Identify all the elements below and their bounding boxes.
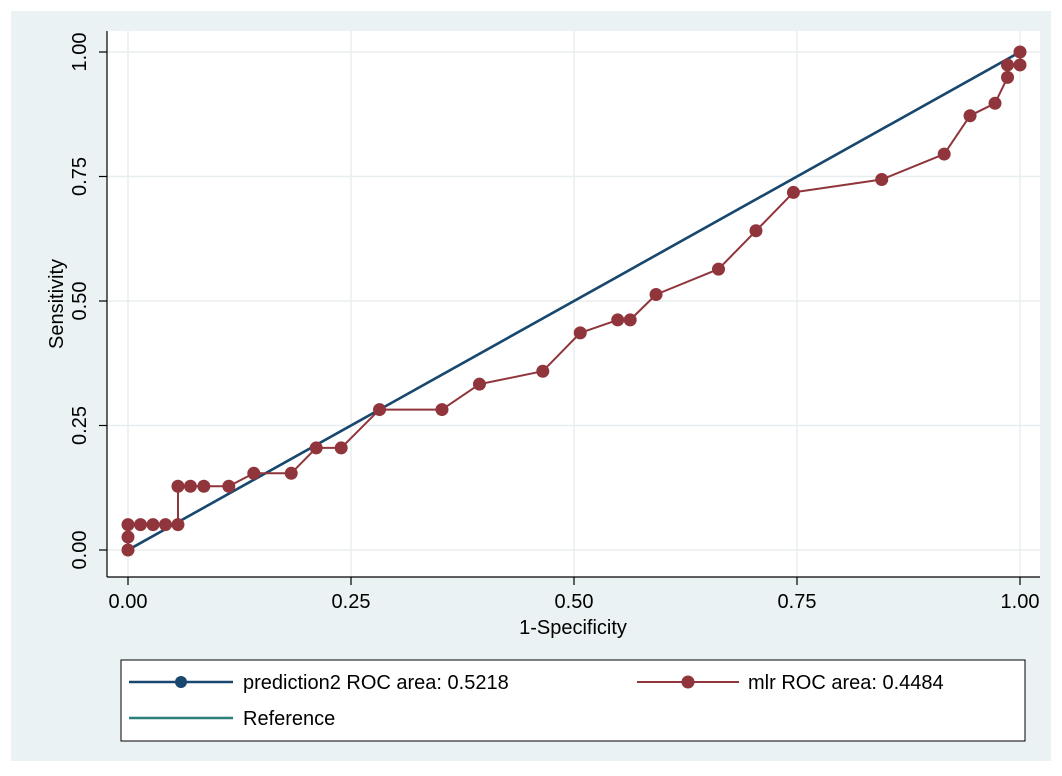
series-point-mlr-8	[183, 479, 197, 493]
series-point-mlr-16	[435, 403, 449, 417]
x-axis-title: 1-Specificity	[519, 617, 627, 639]
series-point-mlr-30	[1001, 70, 1015, 84]
series-point-mlr-10	[222, 479, 236, 493]
series-point-mlr-5	[158, 518, 172, 532]
series-point-mlr-11	[247, 466, 261, 480]
series-point-mlr-20	[611, 313, 625, 327]
series-line-prediction2	[127, 50, 1021, 552]
series-point-mlr-24	[749, 224, 763, 238]
legend-prediction2-marker	[175, 676, 187, 688]
series-point-mlr-9	[197, 479, 211, 493]
x-tick-label-4: 1.00	[1001, 591, 1040, 613]
series-point-mlr-13	[309, 441, 323, 455]
legend-mlr-label: mlr ROC area: 0.4484	[748, 672, 944, 694]
series-point-mlr-27	[937, 147, 951, 161]
series-point-mlr-4	[146, 518, 160, 532]
y-tick-label-0: 0.00	[69, 531, 91, 570]
series-point-mlr-1	[121, 530, 135, 544]
series-point-mlr-32	[1013, 58, 1027, 72]
series-layer	[121, 45, 1027, 557]
series-point-mlr-33	[1013, 45, 1027, 59]
legend-mlr-marker	[681, 675, 695, 689]
x-tick-label-0: 0.00	[109, 591, 148, 613]
y-tick-label-4: 1.00	[69, 33, 91, 72]
y-tick-label-1: 0.25	[69, 406, 91, 445]
series-point-mlr-6	[171, 518, 185, 532]
series-point-mlr-28	[963, 109, 977, 123]
series-point-mlr-26	[875, 172, 889, 186]
axis-ticks: 0.00 0.25 0.50 0.75 1.00 0.00 0.25 0.50 0.75 1.00	[69, 33, 1039, 613]
x-tick-label-2: 0.50	[555, 591, 594, 613]
series-point-mlr-18	[536, 364, 550, 378]
series-point-mlr-2	[121, 518, 135, 532]
series-point-mlr-7	[171, 479, 185, 493]
series-point-mlr-22	[649, 288, 663, 302]
series-point-mlr-12	[284, 466, 298, 480]
series-point-mlr-17	[472, 377, 486, 391]
series-point-mlr-23	[712, 262, 726, 276]
legend-box	[120, 659, 1026, 742]
legend-reference-label: Reference	[243, 708, 335, 730]
legend: prediction2 ROC area: 0.5218 mlr ROC are…	[120, 659, 1026, 742]
x-tick-label-1: 0.25	[332, 591, 371, 613]
series-point-mlr-3	[133, 518, 147, 532]
x-tick-label-3: 0.75	[778, 591, 817, 613]
legend-prediction2-label: prediction2 ROC area: 0.5218	[243, 672, 509, 694]
series-point-mlr-31	[1001, 58, 1015, 72]
y-axis-title: Sensitivity	[46, 259, 68, 349]
series-point-mlr-19	[573, 326, 587, 340]
series-point-mlr-15	[373, 403, 387, 417]
series-point-mlr-25	[786, 185, 800, 199]
series-point-mlr-29	[988, 96, 1002, 110]
y-tick-label-2: 0.50	[69, 282, 91, 321]
series-point-mlr-14	[334, 441, 348, 455]
series-point-mlr-21	[623, 313, 637, 327]
series-point-mlr-0	[121, 543, 135, 557]
y-tick-label-3: 0.75	[69, 157, 91, 196]
